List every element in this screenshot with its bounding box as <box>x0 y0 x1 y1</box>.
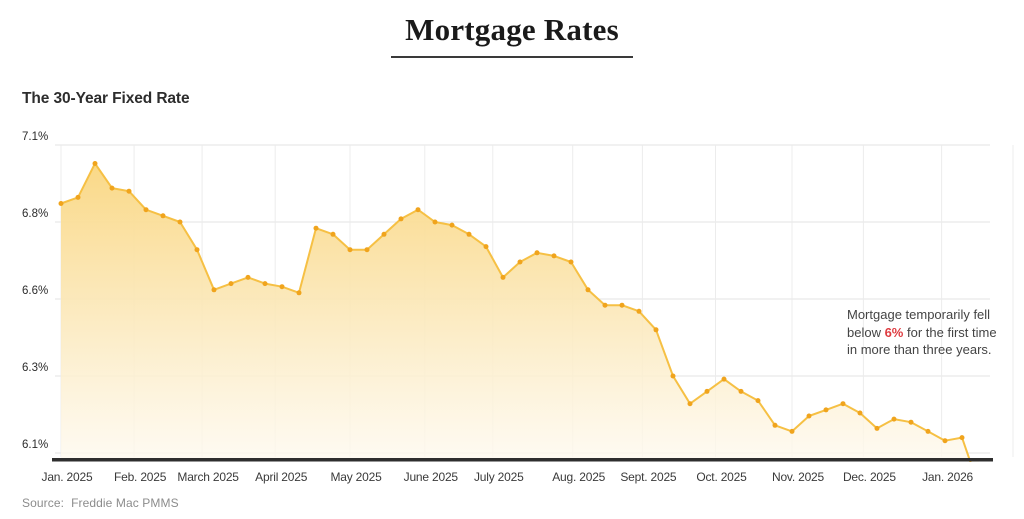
data-point <box>704 388 710 394</box>
data-point <box>959 435 965 441</box>
data-point <box>313 225 319 231</box>
plot-layer <box>58 161 982 489</box>
data-point <box>806 413 812 419</box>
data-point <box>245 274 251 280</box>
data-point <box>432 219 438 225</box>
data-point <box>721 376 727 382</box>
data-point <box>585 287 591 293</box>
data-point <box>738 388 744 394</box>
data-point <box>619 302 625 308</box>
x-axis-label: Nov. 2025 <box>772 470 825 484</box>
x-axis-label: March 2025 <box>177 470 239 484</box>
data-point <box>840 401 846 407</box>
y-axis-label: 6.6% <box>22 285 48 297</box>
y-axis-label: 6.3% <box>22 362 48 374</box>
x-axis-label: April 2025 <box>255 470 308 484</box>
y-axis-label: 6.8% <box>22 208 48 220</box>
data-point <box>670 373 676 379</box>
x-axis-label: July 2025 <box>474 470 524 484</box>
data-point <box>500 274 506 280</box>
data-point <box>925 428 931 434</box>
data-point <box>772 422 778 428</box>
data-point <box>517 259 523 265</box>
x-axis-label: Jan. 2026 <box>922 470 973 484</box>
data-point <box>92 161 98 166</box>
data-point <box>58 201 64 206</box>
chart-subtitle: The 30-Year Fixed Rate <box>22 90 190 107</box>
data-point <box>942 438 948 444</box>
source-name: Freddie Mac PMMS <box>71 496 179 510</box>
y-axis-labels: 7.1% 6.8% 6.6% 6.3% 6.1% <box>22 131 48 451</box>
x-axis-label: June 2025 <box>404 470 459 484</box>
data-point <box>177 219 183 225</box>
data-point <box>823 407 829 413</box>
data-point <box>75 194 81 200</box>
x-axis-label: Aug. 2025 <box>552 470 605 484</box>
x-axis-label: Jan. 2025 <box>42 470 93 484</box>
data-point <box>653 327 659 333</box>
data-point <box>568 259 574 265</box>
y-axis-label: 7.1% <box>22 131 48 143</box>
data-point <box>126 188 132 194</box>
annotation-before: Mortgage temporarily fell below <box>847 307 991 340</box>
data-point <box>466 231 472 237</box>
source-prefix: Source: <box>22 496 65 510</box>
data-point <box>296 290 302 296</box>
data-point <box>755 398 761 404</box>
data-point <box>381 231 387 237</box>
data-point <box>364 247 370 253</box>
source-line: Source: Freddie Mac PMMS <box>22 496 179 510</box>
x-axis-baseline <box>52 458 993 462</box>
x-axis-label: May 2025 <box>330 470 382 484</box>
data-point <box>279 284 285 290</box>
x-axis-label: Feb. 2025 <box>114 470 167 484</box>
data-point <box>534 250 540 256</box>
data-point <box>891 416 897 422</box>
area-fill <box>61 163 979 462</box>
annotation-after: for the first time in more than three ye… <box>847 324 997 358</box>
data-point <box>636 308 642 314</box>
data-point <box>449 222 455 228</box>
x-axis-label: Oct. 2025 <box>696 470 747 484</box>
x-axis-labels: Jan. 2025 Feb. 2025 March 2025 April 2025 Ma… <box>42 470 974 484</box>
data-point <box>602 302 608 308</box>
data-points <box>58 161 982 489</box>
data-point <box>398 216 404 222</box>
data-point <box>908 419 914 425</box>
data-point <box>687 401 693 407</box>
data-point <box>857 410 863 416</box>
data-point <box>160 213 166 219</box>
x-axis-label: Sept. 2025 <box>620 470 677 484</box>
data-point <box>211 287 217 293</box>
y-axis-label: 6.1% <box>22 439 48 451</box>
data-point <box>483 244 489 250</box>
data-point <box>789 428 795 434</box>
annotation-text: Mortgage temporarily fell below 6% for t… <box>847 306 999 359</box>
data-point <box>109 185 115 191</box>
data-point <box>228 281 234 287</box>
data-point <box>874 425 880 431</box>
data-point <box>551 253 557 259</box>
data-point <box>330 231 336 237</box>
data-point <box>977 484 982 489</box>
data-point <box>143 207 149 213</box>
title-underline <box>391 56 633 58</box>
data-point <box>194 247 200 253</box>
data-point <box>262 281 268 287</box>
page-title: Mortgage Rates <box>405 12 619 47</box>
x-axis-label: Dec. 2025 <box>843 470 896 484</box>
data-point <box>415 207 421 213</box>
rate-highlight: 6% <box>884 324 904 340</box>
data-point <box>347 247 353 253</box>
